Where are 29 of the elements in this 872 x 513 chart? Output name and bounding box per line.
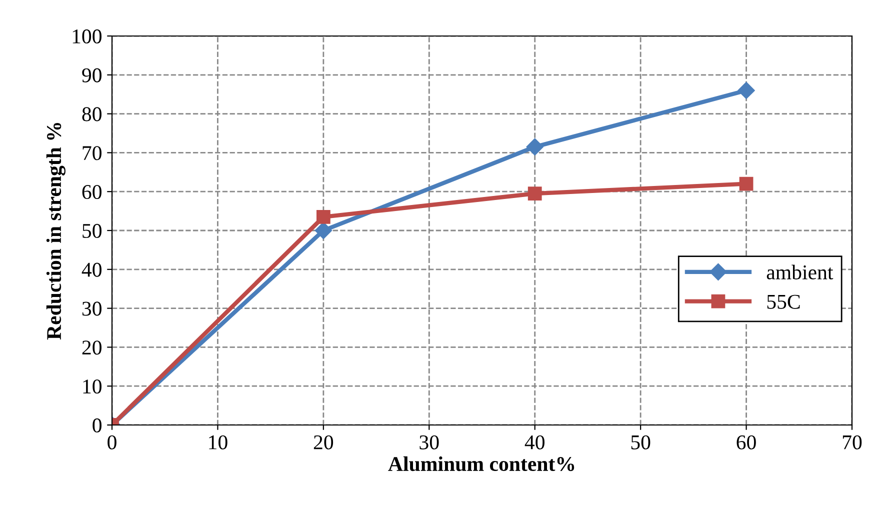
x-tick-label: 60 xyxy=(736,435,756,450)
x-tick-label: 40 xyxy=(524,435,544,450)
y-tick-label: 40 xyxy=(82,262,102,277)
point xyxy=(316,210,330,224)
y-tick-label: 0 xyxy=(92,418,102,432)
x-tick-label: 30 xyxy=(420,435,439,450)
y-tick-label: 100 xyxy=(72,29,102,44)
y-axis-title: Reduction in strength % xyxy=(46,122,66,340)
x-tick-label: 50 xyxy=(631,435,650,450)
point xyxy=(528,186,542,200)
y-tick-label: 30 xyxy=(82,302,102,316)
x-tick-label: 70 xyxy=(842,435,862,450)
x-tick-label: 20 xyxy=(314,435,334,450)
point xyxy=(314,222,332,240)
x-axis-title: Aluminum content% xyxy=(388,456,574,472)
x-tick-label: 0 xyxy=(108,435,116,450)
y-tick-label: 80 xyxy=(82,107,102,122)
y-tick-label: 10 xyxy=(83,379,102,394)
point xyxy=(526,138,544,156)
legend-label: ambient xyxy=(766,264,834,280)
legend-label: 55C xyxy=(767,294,800,309)
x-tick-label: 10 xyxy=(209,435,228,450)
y-tick-label: 90 xyxy=(82,68,102,82)
y-tick-label: 70 xyxy=(82,146,102,160)
point xyxy=(739,176,754,191)
y-tick-label: 60 xyxy=(82,184,102,200)
y-tick-label: 50 xyxy=(82,224,102,238)
y-tick-label: 20 xyxy=(82,340,102,355)
point xyxy=(738,82,755,100)
